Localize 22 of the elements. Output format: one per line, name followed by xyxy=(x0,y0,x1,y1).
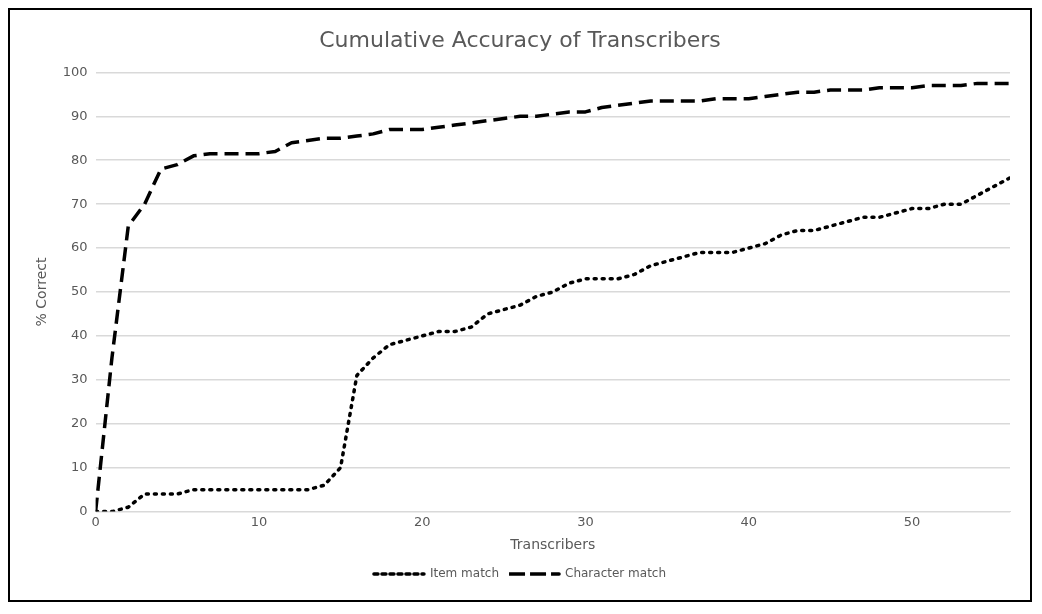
chart-title: Cumulative Accuracy of Transcribers xyxy=(319,26,721,52)
y-tick-label: 70 xyxy=(71,195,88,211)
y-tick-label: 40 xyxy=(71,327,88,343)
y-tick-label: 10 xyxy=(71,459,88,475)
y-axis-title: % Correct xyxy=(33,257,50,327)
y-tick-label: 20 xyxy=(71,415,88,431)
x-axis-title: Transcribers xyxy=(509,536,596,553)
y-tick-label: 100 xyxy=(62,63,88,79)
legend-label: Item match xyxy=(429,566,500,581)
y-tick-label: 90 xyxy=(71,107,88,123)
y-tick-label: 50 xyxy=(71,283,88,299)
x-tick-label: 50 xyxy=(903,513,921,529)
y-tick-label: 60 xyxy=(71,239,88,255)
x-tick-label: 20 xyxy=(413,513,431,529)
x-tick-label: 30 xyxy=(577,513,594,529)
legend-label: Character match xyxy=(565,566,667,581)
y-tick-label: 80 xyxy=(71,151,88,167)
x-tick-label: 0 xyxy=(91,513,100,529)
y-tick-label: 30 xyxy=(71,371,88,387)
x-tick-label: 10 xyxy=(250,513,268,529)
x-tick-label: 40 xyxy=(740,513,758,529)
y-tick-label: 0 xyxy=(79,502,88,518)
